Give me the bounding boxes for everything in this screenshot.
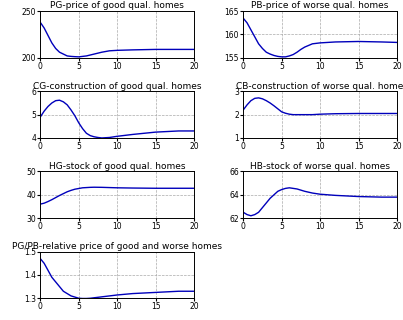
Title: CB-construction of worse qual. home: CB-construction of worse qual. home bbox=[237, 82, 403, 91]
Title: HG-stock of good qual. homes: HG-stock of good qual. homes bbox=[49, 162, 185, 171]
Title: CG-construction of good qual. homes: CG-construction of good qual. homes bbox=[33, 82, 201, 91]
Title: PG/PB-relative price of good and worse homes: PG/PB-relative price of good and worse h… bbox=[12, 242, 222, 251]
Title: PB-price of worse qual. homes: PB-price of worse qual. homes bbox=[251, 1, 389, 11]
Title: PG-price of good qual. homes: PG-price of good qual. homes bbox=[50, 1, 184, 11]
Title: HB-stock of worse qual. homes: HB-stock of worse qual. homes bbox=[250, 162, 390, 171]
